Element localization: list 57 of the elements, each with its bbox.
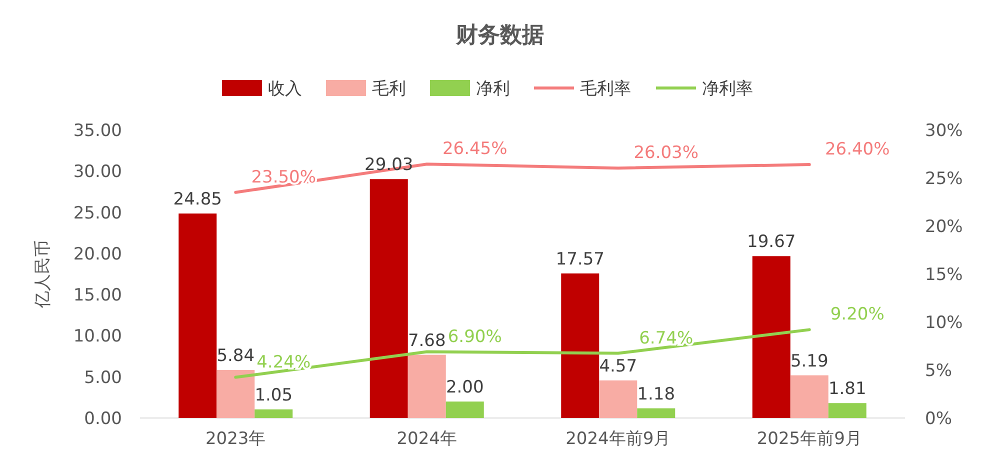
y-tick-label: 30.00 [73, 162, 122, 182]
data-label: 17.57 [556, 249, 604, 270]
bar [637, 408, 676, 418]
data-label: 4.24% [256, 352, 311, 372]
y-tick-label: 5.00 [84, 368, 122, 388]
data-label: 26.45% [442, 139, 508, 160]
bar [408, 354, 446, 418]
bar [178, 214, 217, 418]
y-tick-label: 35.00 [73, 121, 122, 141]
y2-tick-label: 0% [925, 409, 952, 429]
x-tick-label: 2025年前9月 [756, 429, 862, 449]
data-label: 9.20% [830, 304, 884, 325]
data-label: 19.67 [747, 232, 796, 252]
y-tick-label: 20.00 [73, 244, 122, 264]
y2-tick-label: 30% [925, 121, 963, 141]
data-label: 26.40% [824, 140, 890, 160]
y2-tick-label: 10% [925, 313, 963, 333]
legend-label: 毛利 [372, 79, 406, 99]
legend-label: 净利 [476, 79, 510, 99]
y-axis-title: 亿人民币 [33, 240, 53, 309]
data-label: 26.03% [634, 143, 699, 164]
y-tick-label: 10.00 [73, 326, 122, 347]
x-tick-label: 2024年前9月 [566, 429, 671, 449]
bar [561, 273, 600, 418]
data-label: 1.81 [828, 379, 866, 400]
data-label: 6.74% [639, 328, 694, 348]
legend-label: 毛利率 [580, 79, 631, 99]
legend-label: 收入 [268, 79, 302, 99]
data-label: 7.68 [408, 330, 446, 351]
y-tick-label: 0.00 [84, 409, 122, 429]
data-label: 5.84 [216, 346, 255, 366]
bar [254, 409, 293, 418]
y2-tick-label: 15% [925, 265, 963, 285]
data-label: 23.50% [251, 167, 316, 188]
x-tick-label: 2023年 [205, 429, 266, 449]
bar [599, 380, 638, 418]
bar [828, 403, 866, 418]
data-label: 24.85 [173, 190, 222, 210]
data-label: 1.18 [637, 384, 676, 404]
data-label: 5.19 [790, 351, 828, 372]
data-label: 1.05 [254, 385, 293, 406]
bar [790, 375, 828, 418]
bar [370, 179, 408, 418]
bar [216, 370, 255, 418]
y2-tick-label: 20% [925, 217, 963, 237]
y-tick-label: 25.00 [73, 203, 122, 224]
data-label: 6.90% [448, 326, 502, 347]
legend-label: 净利率 [702, 79, 753, 99]
y2-tick-label: 25% [925, 169, 963, 189]
bar [752, 256, 790, 418]
x-tick-label: 2024年 [396, 429, 458, 449]
bar [446, 402, 484, 418]
chart-title: 财务数据 [455, 23, 544, 48]
y-tick-label: 15.00 [73, 286, 122, 306]
data-label: 4.57 [599, 356, 638, 376]
data-label: 2.00 [446, 378, 484, 398]
y2-tick-label: 5% [925, 361, 952, 381]
